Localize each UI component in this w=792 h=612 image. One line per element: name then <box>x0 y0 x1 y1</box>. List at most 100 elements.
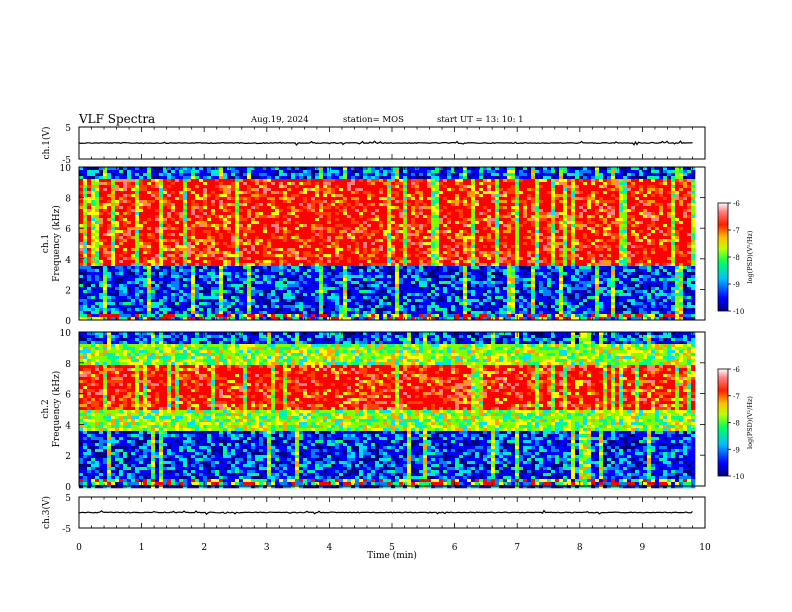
ch1-spec-panel-cell <box>135 308 139 311</box>
ch1-spec-panel-cell <box>311 233 315 236</box>
ch1-spec-panel-cell <box>243 302 247 305</box>
ch1-spec-panel-cell <box>87 233 91 236</box>
ch1-spec-panel-cell <box>291 197 295 200</box>
ch1-spec-panel-cell <box>123 308 127 311</box>
ch1-spec-panel-cell <box>275 293 279 296</box>
ch1-spec-panel-cell <box>115 197 119 200</box>
ch1-spec-panel-cell <box>91 308 95 311</box>
ch1-spec-panel-cell <box>411 263 415 266</box>
ch1-spec-panel-cell <box>427 224 431 227</box>
ch1-spec-panel-cell <box>239 179 243 182</box>
ch1-spec-panel-cell <box>103 185 107 188</box>
ch1-spec-panel-cell <box>99 299 103 302</box>
ch1-spec-panel-cell <box>227 218 231 221</box>
ch1-spec-panel-cell <box>307 176 311 179</box>
ch1-spec-panel-cell <box>315 176 319 179</box>
ch1-spec-panel-cell <box>383 188 387 191</box>
ch1-spec-panel-cell <box>167 308 171 311</box>
ch1-spec-panel-cell <box>183 200 187 203</box>
ch1-spec-panel-cell <box>299 260 303 263</box>
ch1-spec-panel-cell <box>331 263 335 266</box>
ch1-spec-panel-cell <box>119 191 123 194</box>
ch1-spec-panel-cell <box>107 299 111 302</box>
ch1-spec-panel-cell <box>131 299 135 302</box>
ch1-spec-panel-cell <box>239 191 243 194</box>
ch1-spec-panel-cell <box>407 212 411 215</box>
ch1-spec-panel-cell <box>215 311 219 314</box>
ch1-spec-panel-cell <box>291 227 295 230</box>
ch1-spec-panel-cell <box>239 203 243 206</box>
ch1-spec-panel-cell <box>263 227 267 230</box>
ch1-spec-panel-cell <box>191 308 195 311</box>
ch1-spec-panel-cell <box>243 308 247 311</box>
ch1-spec-panel-cell <box>355 293 359 296</box>
ch1-spec-panel-cell <box>399 287 403 290</box>
ch1-spec-panel-cell <box>251 212 255 215</box>
ch1-spec-panel-cell <box>155 191 159 194</box>
ch1-spec-panel-cell <box>367 215 371 218</box>
ch1-spec-panel-cell <box>243 311 247 314</box>
ch1-spec-panel-cell <box>395 275 399 278</box>
ch1-spec-panel-cell <box>375 221 379 224</box>
ch1-spec-panel-cell <box>431 182 435 185</box>
ch1-spec-panel-cell <box>147 302 151 305</box>
ch1-spec-panel-cell <box>275 296 279 299</box>
ch1-spec-panel-cell <box>355 275 359 278</box>
ch1-spec-panel-cell <box>215 296 219 299</box>
ch1-spec-panel-cell <box>459 248 463 251</box>
ch1-spec-panel-cell <box>83 305 87 308</box>
ch1-spec-panel-cell <box>223 221 227 224</box>
ch1-spec-panel-cell <box>415 296 419 299</box>
ch1-spec-panel-cell <box>351 299 355 302</box>
ch1-spec-panel-cell <box>187 215 191 218</box>
ch1-spec-panel-cell <box>179 299 183 302</box>
ch1-spec-panel-cell <box>295 233 299 236</box>
ch1-spec-panel-cell <box>219 266 223 269</box>
ch1-spec-panel-cell <box>443 239 447 242</box>
ch1-spec-panel-cell <box>159 179 163 182</box>
ch1-spec-panel-cell <box>287 257 291 260</box>
ch1-spec-panel-cell <box>155 233 159 236</box>
ch1-spec-panel-cell <box>155 290 159 293</box>
ch1-spec-panel-cell <box>447 194 451 197</box>
ch1-spec-panel-cell <box>191 218 195 221</box>
ch1-spec-panel-cell <box>235 194 239 197</box>
ch1-spec-panel-cell <box>143 305 147 308</box>
ch1-spec-panel-cell <box>227 197 231 200</box>
ch1-spec-panel-cell <box>187 218 191 221</box>
ch1-spec-panel-cell <box>287 203 291 206</box>
ch1-spec-panel-cell <box>339 209 343 212</box>
ch1-spec-panel-cell <box>259 248 263 251</box>
ch1-spec-panel-cell <box>259 230 263 233</box>
ch1-spec-panel-cell <box>151 308 155 311</box>
ch1-spec-panel-cell <box>235 212 239 215</box>
ch1-spec-panel-cell <box>187 284 191 287</box>
ch1-spec-panel-cell <box>211 194 215 197</box>
ch1-spec-panel-cell <box>311 311 315 314</box>
ch1-spec-panel-cell <box>247 251 251 254</box>
ch1-spec-panel-cell <box>347 182 351 185</box>
ch1-spec-panel-cell <box>391 257 395 260</box>
ch1-spec-panel-cell <box>427 281 431 284</box>
ch1-spec-panel-cell <box>235 188 239 191</box>
ch1-spec-panel-cell <box>391 176 395 179</box>
ch1-spec-panel-cell <box>235 203 239 206</box>
ch1-spec-panel-cell <box>159 302 163 305</box>
ch1-spec-panel-cell <box>439 254 443 257</box>
ch1-spec-panel-cell <box>331 176 335 179</box>
ch1-spec-panel-cell <box>107 224 111 227</box>
ch1-spec-panel-cell <box>147 176 151 179</box>
ch1-spec-panel-cell <box>451 305 455 308</box>
ch1-spec-panel-cell <box>335 224 339 227</box>
ch1-spec-panel-cell <box>155 284 159 287</box>
ch1-spec-panel-cell <box>211 176 215 179</box>
ch1-spec-panel-cell <box>335 263 339 266</box>
ch1-spec-panel-cell <box>399 194 403 197</box>
ch1-spec-panel-cell <box>383 215 387 218</box>
ch1-spec-panel-cell <box>311 275 315 278</box>
ch1-spec-panel-cell <box>347 269 351 272</box>
ch1-spec-panel-cell <box>123 296 127 299</box>
ch1-spec-panel-cell <box>147 206 151 209</box>
ch1-spec-panel-cell <box>135 236 139 239</box>
ch1-spec-panel-cell <box>415 173 419 176</box>
